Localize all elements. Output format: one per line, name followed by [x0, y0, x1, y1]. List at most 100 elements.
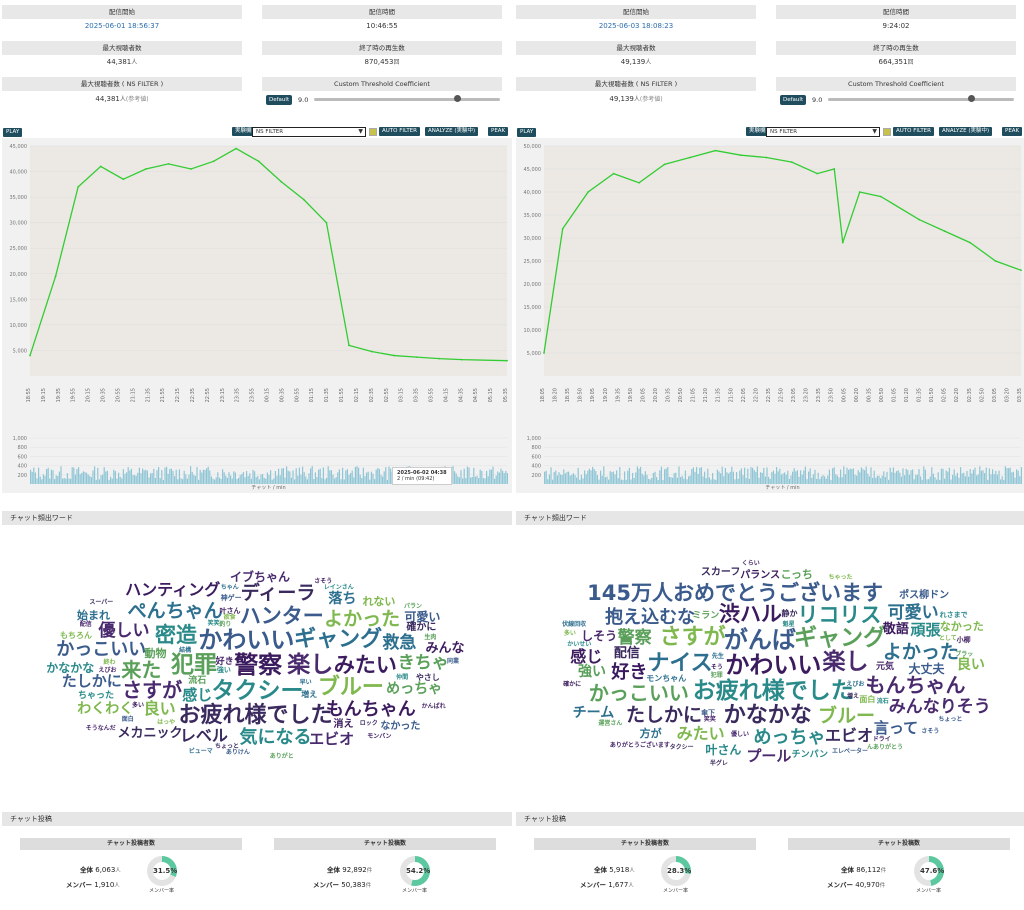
chat-y-tick-label: 1,000 [527, 436, 541, 442]
viewer-point [325, 221, 328, 224]
y-tick-label: 35,000 [524, 213, 542, 219]
word: 終わ [103, 659, 116, 667]
word: イブちゃん [229, 569, 290, 584]
viewer-point [638, 181, 640, 184]
chat-bar [370, 471, 372, 484]
y-tick-label: 15,000 [10, 297, 28, 303]
word: 頑張 [910, 621, 941, 640]
chat-bar [150, 473, 152, 484]
posts-header: チャット投稿数 [788, 838, 1010, 850]
default-button[interactable]: Default [266, 95, 293, 105]
posters-rate: 28.3% [667, 862, 691, 880]
threshold-slider[interactable] [314, 98, 500, 101]
peak-button[interactable]: PEAK [1002, 127, 1023, 136]
filter-checkbox[interactable] [369, 128, 377, 136]
chat-bar [65, 478, 67, 484]
play-button[interactable]: PLAY [3, 128, 23, 137]
chat-bar [737, 478, 739, 484]
word: ギャング [294, 627, 383, 653]
x-tick-label: 19:55 [71, 388, 77, 402]
chat-bar [498, 472, 500, 484]
filter-checkbox[interactable] [883, 128, 891, 136]
word: 流石 [876, 697, 889, 705]
auto-filter-button[interactable]: AUTO FILTER [893, 127, 934, 136]
word: かわいい [198, 626, 295, 655]
chat-bar [52, 470, 54, 484]
threshold-slider-handle[interactable] [454, 95, 462, 102]
chat-bar [346, 469, 348, 484]
chat-bar [500, 468, 502, 484]
threshold-slider[interactable] [828, 98, 1014, 101]
chat-bar [609, 471, 611, 484]
chat-bar [162, 479, 164, 484]
viewer-point [969, 241, 971, 244]
chat-bar [50, 469, 52, 484]
chat-bar [785, 474, 787, 484]
chat-bar [972, 469, 974, 484]
chat-bar [880, 478, 882, 484]
chat-bar [390, 468, 392, 484]
chat-bar [995, 470, 997, 484]
viewer-chart[interactable]: 5,000 10,000 15,000 20,000 25,000 30,000 35,00… [516, 138, 1024, 493]
chat-bar [564, 473, 566, 484]
play-button[interactable]: PLAY [517, 128, 537, 137]
chat-bar [915, 474, 917, 484]
viewer-point [212, 160, 215, 163]
chat-bar [729, 471, 731, 484]
chat-bar [308, 473, 310, 484]
chat-bar [761, 472, 763, 484]
word: 増え [847, 692, 860, 700]
word: エビオ [309, 729, 355, 748]
auto-filter-button[interactable]: AUTO FILTER [379, 127, 420, 136]
chat-bar [366, 472, 368, 484]
chat-bar [622, 479, 624, 484]
word: 救急 [382, 632, 417, 653]
viewer-chart[interactable]: 5,000 10,000 15,000 20,000 25,000 30,000 35,00… [2, 138, 512, 493]
word: 方が [639, 727, 662, 741]
chat-bar [742, 475, 744, 484]
chat-bar [660, 466, 662, 484]
chat-bar [81, 472, 83, 484]
word: 多い [131, 702, 144, 710]
chat-bar [228, 472, 230, 484]
viewer-point [880, 195, 882, 198]
chat-bar [907, 470, 909, 484]
chat-bar [156, 470, 158, 484]
y-tick-label: 35,000 [10, 195, 28, 201]
viewer-point [370, 350, 373, 353]
chat-bar [94, 466, 96, 484]
chat-bar [377, 467, 379, 484]
chat-bar [697, 474, 699, 484]
viewer-point [415, 356, 418, 358]
x-tick-label: 18:55 [26, 388, 32, 402]
chat-bar [327, 466, 329, 484]
chat-bar [362, 467, 364, 484]
word: ちゃん [220, 583, 239, 591]
x-tick-label: 00:55 [294, 388, 300, 402]
chat-bar [556, 475, 558, 484]
x-tick-label: 02:55 [384, 388, 390, 402]
filter-select[interactable]: NS FILTER ▼ [766, 127, 880, 137]
peak-button[interactable]: PEAK [488, 127, 509, 136]
chat-bar [721, 466, 723, 484]
chat-bar [338, 469, 340, 484]
posts-rate: 47.6% [920, 862, 944, 880]
word: さそう [921, 727, 940, 735]
filter-select[interactable]: NS FILTER ▼ [252, 127, 366, 137]
posters-rate-ring: 31.5% [147, 856, 177, 886]
threshold-slider-handle[interactable] [968, 95, 976, 102]
chat-bar [910, 470, 912, 484]
analyze-button[interactable]: ANALYZE (実験中) [425, 127, 479, 136]
word: 密造 [155, 623, 198, 648]
chat-bar [884, 476, 886, 484]
chat-bar [566, 471, 568, 484]
word: ちゃった [78, 690, 115, 701]
word: れない [362, 595, 396, 609]
default-button[interactable]: Default [780, 95, 807, 105]
x-tick-label: 04:15 [443, 388, 449, 402]
chat-bar [105, 471, 107, 484]
chat-bar [712, 473, 714, 484]
chat-bar [1003, 479, 1005, 484]
word: よかった [882, 641, 959, 664]
analyze-button[interactable]: ANALYZE (実験中) [939, 127, 993, 136]
